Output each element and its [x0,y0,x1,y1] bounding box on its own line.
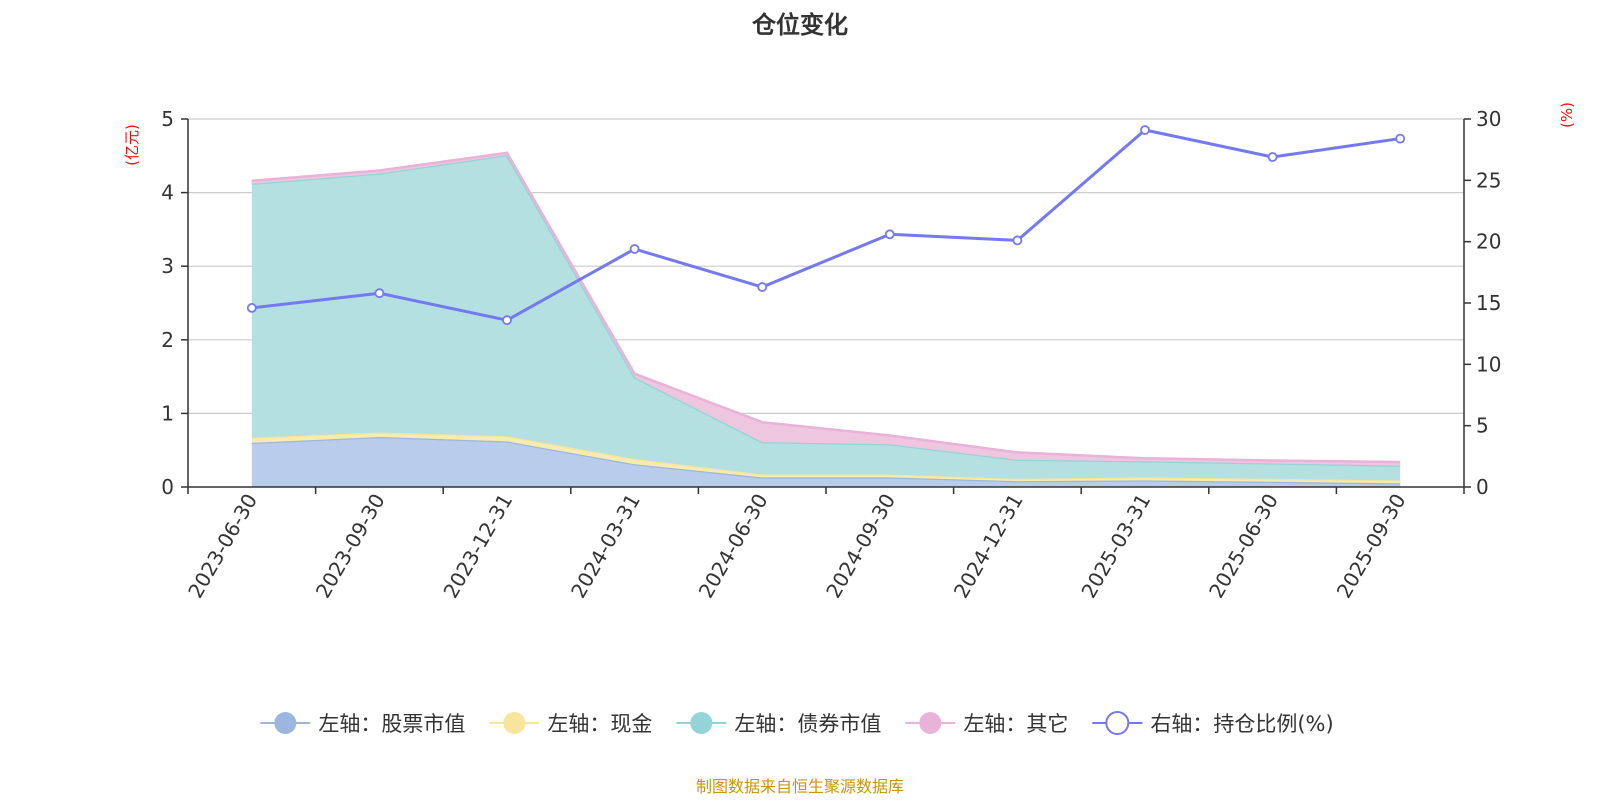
legend-marker [919,712,942,734]
right-tick-label: 25 [1476,168,1501,192]
left-tick-label: 3 [161,254,174,278]
legend-item: 左轴：股票市值 [260,712,465,736]
x-tick-label: 2024-03-31 [566,490,645,603]
data-source-note: 制图数据来自恒生聚源数据库 [696,777,904,796]
x-tick-label: 2024-06-30 [694,490,773,603]
area-左轴：现金 [251,432,1401,484]
ratio-point [1267,152,1278,162]
left-axis-unit: (亿元) [123,124,141,166]
area-edge-左轴：其它 [251,151,1401,464]
ratio-point [629,244,640,254]
legend-marker [503,712,526,734]
left-tick-label: 2 [161,328,174,352]
right-tick-label: 5 [1476,414,1489,438]
legend-marker [274,712,297,734]
legend-item: 右轴：持仓比例(%) [1092,711,1334,736]
area-左轴：股票市值 [251,437,1401,487]
ratio-point [884,229,895,240]
legend: 左轴：股票市值 左轴：现金 左轴：债券市值 左轴：其它 右轴：持仓比例(%) [260,711,1334,736]
legend-item: 左轴：其它 [905,712,1068,736]
x-tick-label: 2025-09-30 [1332,490,1411,603]
x-tick-label: 2023-12-31 [438,490,517,603]
left-tick-label: 4 [161,181,174,205]
left-tick-label: 5 [161,107,174,131]
ratio-point [374,288,385,299]
right-tick-label: 0 [1476,475,1489,499]
ratio-point [246,303,257,313]
legend-label: 左轴：现金 [547,712,652,736]
legend-label: 右轴：持仓比例(%) [1150,712,1333,736]
area-左轴：债券市值 [251,155,1401,481]
legend-item: 左轴：债券市值 [676,712,881,736]
x-tick-label: 2024-09-30 [821,490,900,603]
ratio-point [1140,125,1150,135]
ratio-point [1012,235,1023,246]
right-tick-label: 10 [1476,352,1501,376]
right-tick-label: 15 [1476,291,1501,315]
legend-marker [1105,711,1130,735]
ratio-point [1395,133,1406,144]
ratio-point [502,315,512,326]
x-tick-label: 2023-09-30 [311,490,390,603]
legend-label: 左轴：股票市值 [318,712,465,736]
ratio-line [251,128,1401,322]
left-tick-label: 0 [161,475,174,499]
legend-label: 左轴：其它 [963,712,1068,736]
legend-marker [690,712,713,734]
right-tick-label: 30 [1476,107,1501,131]
x-tick-label: 2025-03-31 [1076,490,1155,603]
ratio-line-series [246,125,1406,326]
right-tick-label: 20 [1476,230,1501,254]
chart-title: 仓位变化 [751,11,848,39]
x-tick-label: 2025-06-30 [1204,490,1283,603]
x-tick-label: 2024-12-31 [949,490,1028,603]
left-tick-label: 1 [161,401,174,425]
stacked-areas [251,151,1401,487]
x-tick-label: 2023-06-30 [183,490,262,603]
legend-item: 左轴：现金 [489,712,652,736]
ratio-point [757,282,768,292]
right-axis-unit: (%) [1558,102,1576,128]
legend-label: 左轴：债券市值 [734,712,881,736]
